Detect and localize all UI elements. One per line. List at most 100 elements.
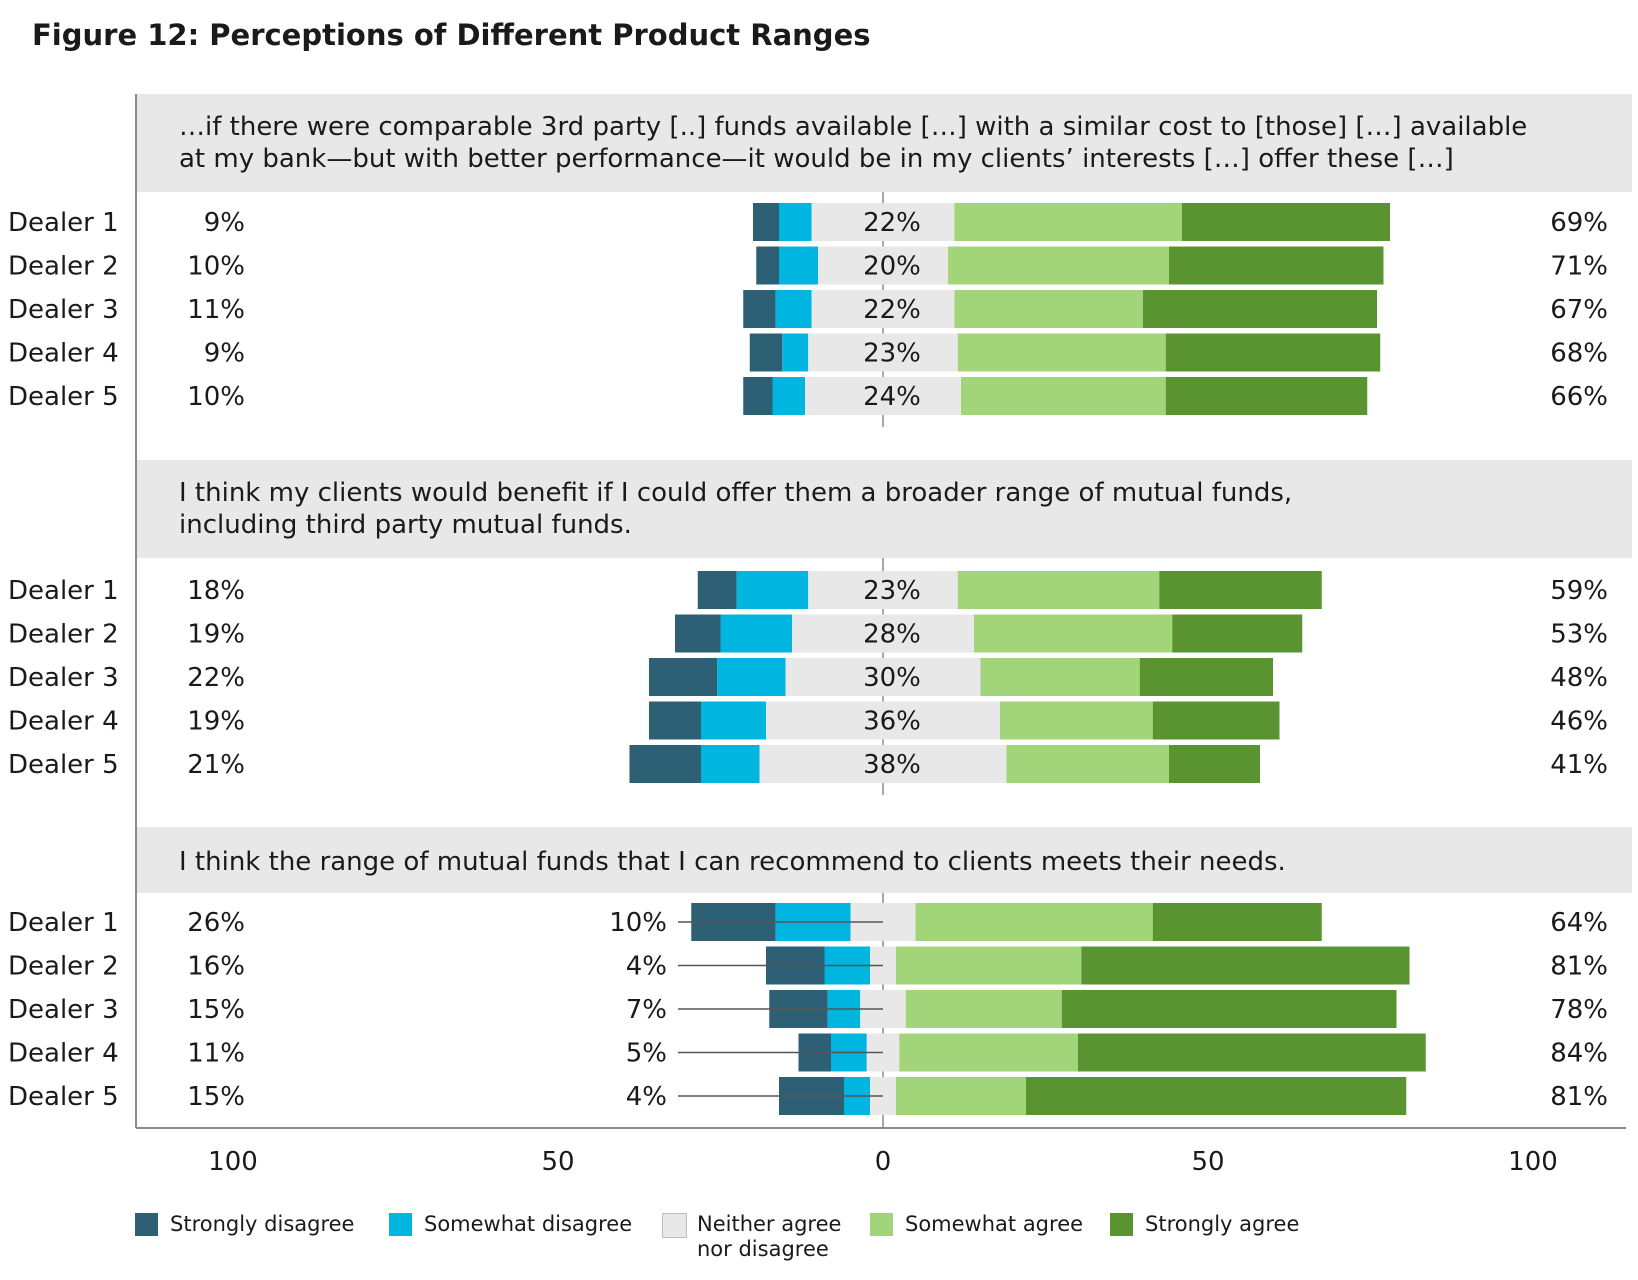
agree-total-label: 69% [1550,208,1608,238]
agree-total-label: 78% [1550,995,1608,1025]
bar-somewhat-disagree [701,701,766,740]
chart-title: Figure 12: Perceptions of Different Prod… [32,18,871,52]
bar-strongly-disagree [629,745,701,783]
agree-total-label: 41% [1550,750,1608,780]
agree-total-label: 66% [1550,382,1608,412]
neutral-label: 5% [626,1039,667,1069]
bar-neither-agree-nor-disagree [759,745,1007,783]
disagree-total-label: 10% [187,382,245,412]
bar-strongly-disagree [697,571,737,609]
x-tick-label: 50 [1191,1147,1224,1177]
bar-neither-agree-nor-disagree [808,571,958,609]
row-label: Dealer 1 [8,576,119,606]
neutral-label: 23% [863,339,921,369]
bar-somewhat-agree [954,203,1182,241]
bar-somewhat-agree [957,571,1160,609]
row-label: Dealer 4 [8,339,119,369]
bar-somewhat-agree [905,990,1062,1028]
disagree-total-label: 9% [204,339,245,369]
bar-somewhat-agree [980,658,1140,696]
row-label: Dealer 1 [8,208,119,238]
bar-neither-agree-nor-disagree [811,290,955,328]
legend-label: Strongly disagree [170,1212,355,1236]
legend-label: Somewhat disagree [424,1212,633,1236]
x-tick-label: 100 [1508,1147,1558,1177]
row-label: Dealer 5 [8,382,119,412]
bar-somewhat-disagree [736,571,809,609]
bar-neither-agree-nor-disagree [808,333,958,372]
bar-neither-agree-nor-disagree [805,377,961,415]
legend-swatch [135,1213,158,1236]
neutral-label: 4% [626,952,667,982]
disagree-total-label: 22% [187,663,245,693]
row-label: Dealer 2 [8,952,119,982]
agree-total-label: 59% [1550,576,1608,606]
row-label: Dealer 3 [8,995,119,1025]
bar-neither-agree-nor-disagree [818,246,948,285]
legend-swatch [662,1213,687,1238]
bar-somewhat-agree [954,290,1143,328]
bar-strongly-agree [1172,614,1303,653]
question-text: at my bank—but with better performance—i… [179,144,1454,174]
legend-label: Somewhat agree [905,1212,1084,1236]
agree-total-label: 81% [1550,1082,1608,1112]
row-label: Dealer 3 [8,295,119,325]
bar-strongly-disagree [649,658,718,696]
row-label: Dealer 2 [8,252,119,282]
bar-somewhat-disagree [701,745,760,783]
legend-swatch [870,1213,893,1236]
neutral-label: 22% [863,295,921,325]
question-text: including third party mutual funds. [179,510,632,540]
agree-total-label: 71% [1550,252,1608,282]
question-text: I think the range of mutual funds that I… [179,847,1286,877]
disagree-total-label: 26% [187,908,245,938]
bar-somewhat-disagree [779,246,818,285]
bar-strongly-agree [1139,658,1273,696]
neutral-label: 4% [626,1082,667,1112]
agree-total-label: 53% [1550,620,1608,650]
bar-strongly-disagree [649,701,701,740]
bar-somewhat-disagree [779,203,812,241]
x-tick-label: 100 [208,1147,258,1177]
bar-strongly-agree [1061,990,1397,1028]
bar-strongly-disagree [743,290,776,328]
bar-somewhat-disagree [720,614,792,653]
bar-somewhat-agree [1000,701,1153,740]
disagree-total-label: 11% [187,1039,245,1069]
row-label: Dealer 3 [8,663,119,693]
bar-somewhat-agree [1006,745,1169,783]
neutral-label: 24% [863,382,921,412]
x-tick-label: 50 [541,1147,574,1177]
question-band [137,460,1632,558]
disagree-total-label: 18% [187,576,245,606]
diverging-bar-chart: …if there were comparable 3rd party [..]… [8,94,1632,1177]
bar-strongly-agree [1169,246,1384,285]
row-label: Dealer 1 [8,908,119,938]
bar-somewhat-agree [915,903,1153,941]
x-tick-label: 0 [875,1147,892,1177]
neutral-label: 38% [863,750,921,780]
bar-strongly-agree [1159,571,1322,609]
neutral-label: 10% [609,908,667,938]
neutral-label: 23% [863,576,921,606]
agree-total-label: 64% [1550,908,1608,938]
bar-strongly-disagree [756,246,779,285]
neutral-label: 7% [626,995,667,1025]
bar-strongly-disagree [753,203,779,241]
bar-somewhat-agree [957,333,1166,372]
legend-swatch [1110,1213,1133,1236]
question-text: …if there were comparable 3rd party [..]… [179,112,1527,142]
disagree-total-label: 11% [187,295,245,325]
bar-strongly-agree [1169,745,1260,783]
neutral-label: 30% [863,663,921,693]
disagree-total-label: 21% [187,750,245,780]
bar-neither-agree-nor-disagree [785,658,981,696]
bar-neither-agree-nor-disagree [811,203,955,241]
bar-somewhat-agree [896,946,1082,985]
row-label: Dealer 2 [8,620,119,650]
neutral-label: 36% [863,707,921,737]
row-label: Dealer 5 [8,750,119,780]
bar-somewhat-agree [961,377,1166,415]
bar-strongly-agree [1078,1033,1426,1072]
agree-total-label: 81% [1550,952,1608,982]
